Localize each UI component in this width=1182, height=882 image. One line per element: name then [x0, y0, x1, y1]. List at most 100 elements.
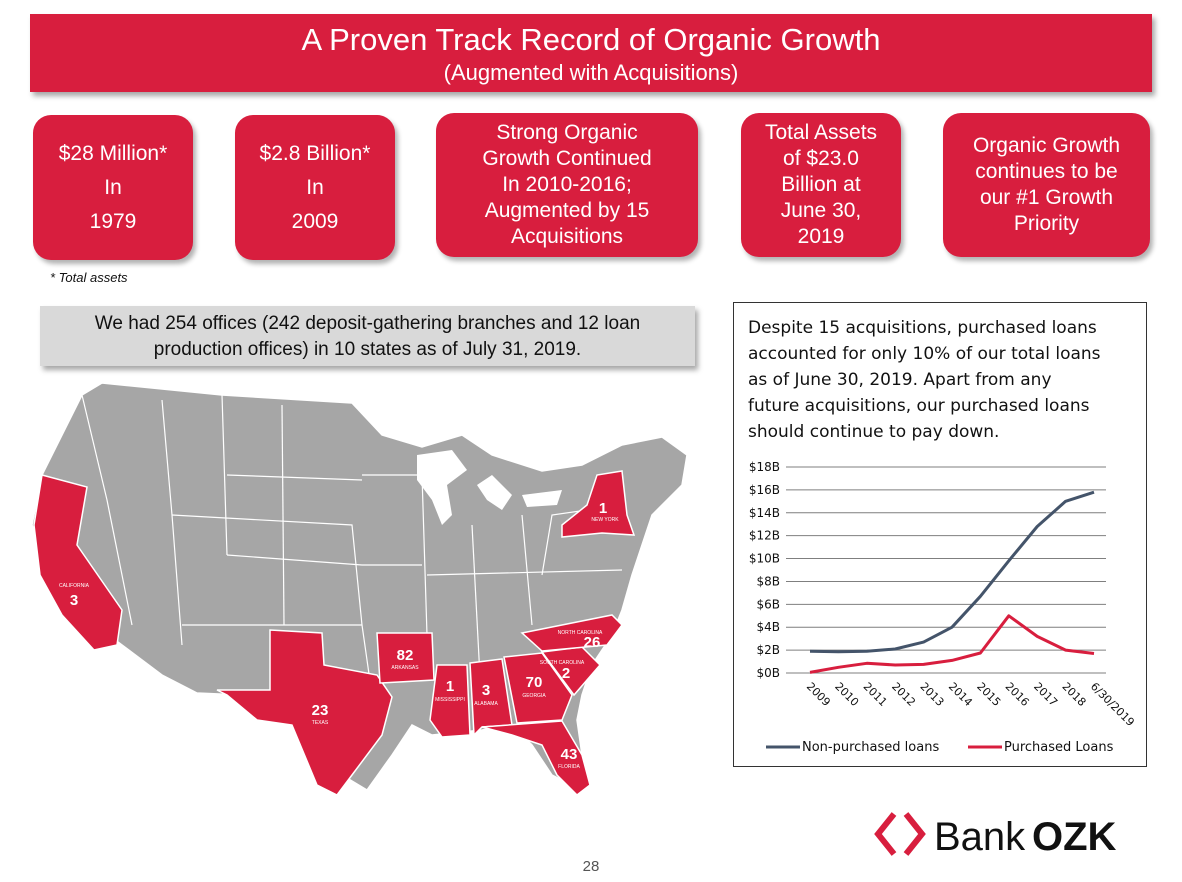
y-tick-label: $2B — [756, 643, 780, 657]
state-count-label: 70 — [526, 674, 543, 691]
callout-line: Total Assets — [764, 121, 878, 144]
x-tick-label: 2018 — [1059, 680, 1088, 709]
x-tick-label: 2016 — [1003, 680, 1032, 709]
callout-line: In — [306, 175, 324, 199]
y-tick-label: $0B — [756, 666, 780, 680]
state-name-label: ALABAMA — [474, 701, 498, 707]
state-georgia — [503, 652, 573, 724]
chart-description: Despite 15 acquisitions, purchased loans… — [748, 315, 1138, 445]
callout-1979: $28 Million* In 1979 — [33, 115, 193, 260]
callout-line: of $23.0 — [783, 147, 859, 170]
callout-line: our #1 Growth — [979, 186, 1114, 209]
ozk-chevron-icon — [874, 812, 926, 856]
description-line: future acquisitions, our purchased loans — [748, 396, 1090, 416]
state-name-label: GEORGIA — [522, 693, 546, 699]
state-florida — [481, 720, 591, 796]
x-tick-label: 2013 — [917, 680, 946, 709]
description-line: accounted for only 10% of our total loan… — [748, 344, 1101, 364]
callout-line: In 2010-2016; — [502, 173, 632, 196]
y-tick-label: $4B — [756, 620, 780, 634]
description-line: as of June 30, 2019. Apart from any — [748, 370, 1052, 390]
state-count-label: 2 — [562, 665, 570, 682]
x-tick-label: 2015 — [974, 680, 1003, 709]
state-name-label: MISSISSIPPI — [435, 697, 465, 703]
title-banner: A Proven Track Record of Organic Growth … — [30, 14, 1152, 92]
callout-line: $28 Million* — [58, 141, 168, 165]
state-count-label: 26 — [584, 634, 601, 651]
callout-organic-growth: Strong Organic Growth Continued In 2010-… — [436, 113, 698, 257]
callout-line: continues to be — [975, 160, 1118, 183]
legend-label: Purchased Loans — [1004, 740, 1114, 755]
callout-line: Priority — [1013, 212, 1080, 235]
great-lakes-shape — [417, 450, 562, 525]
x-tick-label: 2011 — [861, 680, 890, 709]
callout-line: 1979 — [89, 209, 137, 233]
y-tick-label: $16B — [749, 483, 780, 497]
y-tick-label: $18B — [749, 460, 780, 474]
callout-line: Augmented by 15 — [484, 199, 650, 222]
series-line — [809, 490, 1095, 654]
description-line: should continue to pay down. — [748, 422, 1000, 442]
offices-line-2: production offices) in 10 states as of J… — [153, 339, 582, 360]
callout-line: $2.8 Billion* — [259, 141, 371, 165]
y-tick-label: $10B — [749, 552, 780, 566]
callout-line: Strong Organic — [496, 121, 638, 144]
state-count-label: 43 — [561, 746, 578, 763]
logo-word-ozk: OZK — [1032, 815, 1117, 859]
description-line: Despite 15 acquisitions, purchased loans — [748, 318, 1097, 338]
state-labels: CALIFORNIA 3 23 TEXAS 82 ARKANSAS 1 MISS… — [59, 500, 619, 770]
callout-line: Organic Growth — [972, 134, 1121, 157]
state-name-label: NORTH CAROLINA — [558, 630, 603, 636]
us-map: CALIFORNIA 3 23 TEXAS 82 ARKANSAS 1 MISS… — [31, 382, 688, 796]
state-count-label: 3 — [482, 682, 490, 699]
state-arkansas — [376, 632, 435, 684]
y-tick-label: $14B — [749, 506, 780, 520]
bank-ozk-logo: Bank OZK — [874, 812, 1117, 859]
offices-summary: We had 254 offices (242 deposit-gatherin… — [40, 306, 695, 366]
loans-chart-panel: Despite 15 acquisitions, purchased loans… — [733, 302, 1147, 767]
highlighted-states — [33, 470, 636, 796]
x-tick-label: 2014 — [946, 680, 975, 709]
x-tick-label: 2017 — [1031, 680, 1060, 709]
y-tick-label: $6B — [756, 597, 780, 611]
state-count-label: 3 — [70, 592, 78, 609]
offices-line-1: We had 254 offices (242 deposit-gatherin… — [94, 313, 641, 334]
callout-line: 2009 — [291, 209, 339, 233]
state-mississippi — [429, 664, 471, 738]
state-name-label: TEXAS — [312, 720, 329, 726]
logo-word-bank: Bank — [934, 815, 1026, 859]
page-title: A Proven Track Record of Organic Growth — [301, 22, 881, 57]
callout-line: June 30, — [780, 199, 862, 222]
state-new-york — [561, 470, 636, 538]
footnote: * Total assets — [50, 270, 128, 285]
callout-line: Acquisitions — [510, 225, 624, 248]
state-count-label: 1 — [446, 678, 454, 695]
x-tick-label: 2010 — [832, 680, 861, 709]
state-borders — [81, 394, 623, 716]
x-tick-label: 6/30/2019 — [1088, 680, 1137, 729]
y-tick-label: $12B — [749, 529, 780, 543]
x-tick-label: 2012 — [889, 680, 918, 709]
y-tick-label: $8B — [756, 574, 780, 588]
series-line — [809, 614, 1095, 674]
state-texas — [216, 629, 393, 796]
legend-label: Non-purchased loans — [802, 740, 939, 755]
state-name-label: NEW YORK — [591, 517, 619, 523]
callout-line: In — [104, 175, 122, 199]
state-name-label: CALIFORNIA — [59, 583, 90, 589]
state-name-label: ARKANSAS — [391, 665, 419, 671]
state-count-label: 82 — [397, 647, 414, 664]
callout-line: Billion at — [781, 173, 861, 196]
state-name-label: SOUTH CAROLINA — [540, 660, 585, 666]
state-count-label: 1 — [599, 500, 607, 517]
page-number: 28 — [582, 858, 600, 875]
callout-growth-priority: Organic Growth continues to be our #1 Gr… — [943, 113, 1150, 257]
state-count-label: 23 — [312, 702, 329, 719]
callout-2009: $2.8 Billion* In 2009 — [235, 115, 395, 260]
state-name-label: FLORIDA — [558, 764, 580, 770]
callout-total-assets: Total Assets of $23.0 Billion at June 30… — [741, 113, 901, 257]
callout-line: 2019 — [797, 225, 845, 248]
page-subtitle: (Augmented with Acquisitions) — [443, 60, 739, 85]
callout-line: Growth Continued — [482, 147, 652, 170]
